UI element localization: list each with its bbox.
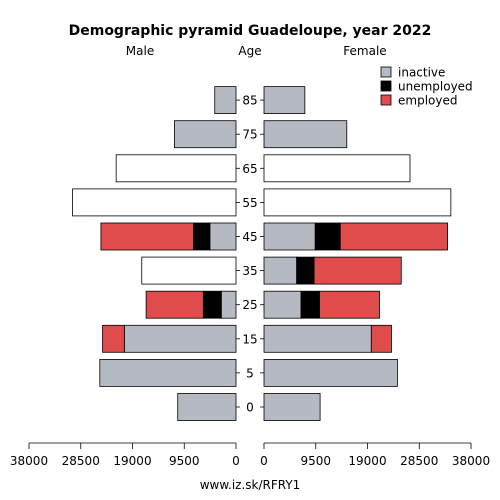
male-bar-inactive-age-15	[123, 324, 237, 353]
age-label-25: 25	[242, 298, 257, 312]
male-x-tick-label-28500: 28500	[62, 454, 100, 468]
bars-group	[72, 86, 452, 421]
female-bar-age-0	[263, 393, 321, 421]
female-bar-inactive-age-45	[263, 222, 316, 251]
age-label-65: 65	[242, 162, 257, 176]
male-bar-age-85	[214, 86, 237, 114]
female-bar-unemployed-age-35	[296, 256, 315, 285]
age-label-35: 35	[242, 264, 257, 278]
male-bar-unemployed-age-25	[202, 290, 222, 319]
male-bar-employed-age-25	[145, 290, 204, 319]
age-label-55: 55	[242, 196, 257, 210]
age-label-5: 5	[246, 366, 254, 380]
legend-label-unemployed: unemployed	[398, 80, 473, 94]
male-bar-inactive-age-25	[220, 290, 237, 319]
male-bar-age-55	[72, 188, 237, 217]
female-bar-employed-age-35	[313, 256, 402, 285]
age-tick-labels: 0 5 15 25 35 45 55 65 75 85	[236, 94, 264, 415]
male-label: Male	[126, 44, 154, 58]
male-x-tick-label-9500: 9500	[169, 454, 200, 468]
male-bar-employed-age-45	[100, 222, 194, 251]
female-bar-age-5	[263, 358, 398, 387]
male-bar-age-35	[141, 256, 237, 285]
age-label-45: 45	[242, 230, 257, 244]
legend-swatch-unemployed	[380, 80, 392, 92]
legend-label-employed: employed	[398, 94, 457, 108]
male-bar-age-75	[174, 120, 237, 149]
female-bar-unemployed-age-45	[314, 222, 341, 251]
axes-group: 38000 28500 19000 9500 0 0 9500 19000 28500 38000	[10, 442, 490, 468]
male-bar-age-5	[99, 358, 237, 387]
female-bar-inactive-age-25	[263, 290, 302, 319]
female-bar-inactive-age-15	[263, 324, 372, 353]
female-bar-age-55	[263, 188, 452, 217]
female-bar-employed-age-15	[370, 324, 392, 353]
chart-title: Demographic pyramid Guadeloupe, year 202…	[69, 23, 432, 39]
legend-swatch-inactive	[380, 66, 392, 78]
female-bar-inactive-age-35	[263, 256, 298, 285]
male-bar-inactive-age-45	[209, 222, 237, 251]
female-x-tick-label-28500: 28500	[400, 454, 438, 468]
male-x-tick-label-0: 0	[232, 454, 240, 468]
male-bar-age-0	[177, 393, 237, 421]
male-bar-employed-age-15	[102, 324, 125, 353]
female-x-tick-label-38000: 38000	[452, 454, 490, 468]
age-label-0: 0	[246, 401, 254, 415]
age-label: Age	[238, 44, 261, 58]
female-bar-age-65	[263, 154, 411, 183]
age-label-75: 75	[242, 128, 257, 142]
female-label: Female	[343, 44, 386, 58]
female-bar-unemployed-age-25	[300, 290, 320, 319]
age-label-15: 15	[242, 332, 257, 346]
female-bar-age-85	[263, 86, 306, 114]
male-x-tick-label-38000: 38000	[10, 454, 48, 468]
female-x-tick-label-0: 0	[260, 454, 268, 468]
source-label: www.iz.sk/RFRY1	[200, 478, 301, 492]
male-x-tick-label-19000: 19000	[113, 454, 151, 468]
female-bar-employed-age-45	[339, 222, 448, 251]
female-bar-age-75	[263, 120, 348, 149]
legend-swatch-employed	[380, 94, 392, 106]
female-x-tick-label-9500: 9500	[300, 454, 331, 468]
female-bar-employed-age-25	[319, 290, 380, 319]
age-label-85: 85	[242, 94, 257, 108]
legend-label-inactive: inactive	[398, 66, 445, 80]
male-bar-age-65	[115, 154, 237, 183]
male-bar-unemployed-age-45	[193, 222, 211, 251]
female-x-tick-label-19000: 19000	[348, 454, 386, 468]
